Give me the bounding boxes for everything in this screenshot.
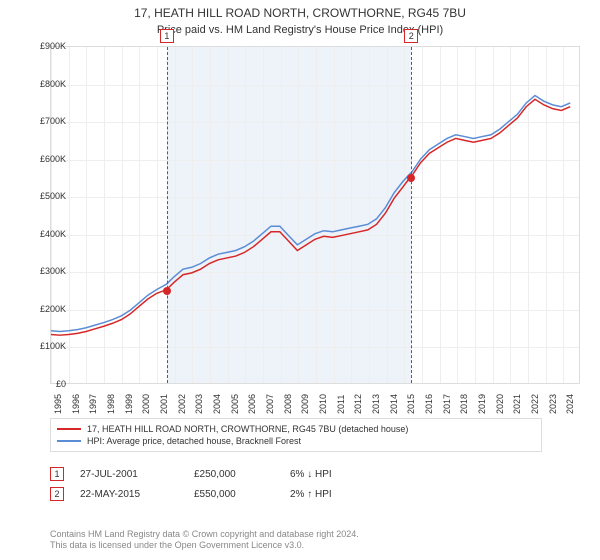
x-axis-label: 2011 bbox=[336, 395, 346, 414]
legend: 17, HEATH HILL ROAD NORTH, CROWTHORNE, R… bbox=[50, 418, 542, 452]
legend-swatch bbox=[57, 440, 81, 442]
chart-area: 12 bbox=[50, 46, 580, 384]
x-axis-label: 2019 bbox=[477, 394, 487, 414]
marker-box-2: 2 bbox=[404, 29, 418, 43]
x-axis-label: 1998 bbox=[106, 394, 116, 414]
x-axis-label: 1999 bbox=[124, 394, 134, 414]
y-axis-label: £900K bbox=[40, 41, 66, 51]
x-axis-label: 2006 bbox=[247, 394, 257, 414]
sales-table: 1 27-JUL-2001 £250,000 6% ↓ HPI 2 22-MAY-2015… bbox=[50, 464, 580, 504]
y-axis-label: £100K bbox=[40, 341, 66, 351]
sale-number-box: 1 bbox=[50, 467, 64, 481]
x-axis-label: 2021 bbox=[512, 394, 522, 414]
footer-line-1: Contains HM Land Registry data © Crown c… bbox=[50, 529, 359, 541]
y-axis-label: £800K bbox=[40, 79, 66, 89]
marker-dot-2 bbox=[407, 174, 415, 182]
sale-price: £550,000 bbox=[194, 489, 274, 500]
x-axis-label: 2005 bbox=[230, 394, 240, 414]
sale-date: 22-MAY-2015 bbox=[80, 489, 178, 500]
x-axis-label: 2010 bbox=[318, 394, 328, 414]
sale-row: 2 22-MAY-2015 £550,000 2% ↑ HPI bbox=[50, 484, 580, 504]
x-axis-label: 2018 bbox=[459, 394, 469, 414]
x-axis-label: 2016 bbox=[424, 394, 434, 414]
x-axis-label: 2009 bbox=[300, 394, 310, 414]
marker-box-1: 1 bbox=[160, 29, 174, 43]
x-axis-label: 2017 bbox=[442, 394, 452, 414]
sale-date: 27-JUL-2001 bbox=[80, 469, 178, 480]
x-axis-label: 1996 bbox=[71, 394, 81, 414]
x-axis-label: 2001 bbox=[159, 394, 169, 414]
x-axis-label: 2022 bbox=[530, 394, 540, 414]
x-axis-label: 2002 bbox=[177, 394, 187, 414]
x-axis-label: 2007 bbox=[265, 394, 275, 414]
marker-dot-1 bbox=[163, 287, 171, 295]
y-axis-label: £500K bbox=[40, 191, 66, 201]
legend-row: 17, HEATH HILL ROAD NORTH, CROWTHORNE, R… bbox=[57, 423, 535, 435]
legend-label: 17, HEATH HILL ROAD NORTH, CROWTHORNE, R… bbox=[87, 424, 408, 434]
sale-row: 1 27-JUL-2001 £250,000 6% ↓ HPI bbox=[50, 464, 580, 484]
x-axis-label: 1997 bbox=[88, 394, 98, 414]
y-axis-label: £300K bbox=[40, 266, 66, 276]
footer-text: Contains HM Land Registry data © Crown c… bbox=[50, 529, 359, 552]
marker-line-1 bbox=[167, 47, 168, 383]
sale-number-box: 2 bbox=[50, 487, 64, 501]
x-axis-label: 2020 bbox=[495, 394, 505, 414]
y-axis-label: £200K bbox=[40, 304, 66, 314]
sale-pct: 2% ↑ HPI bbox=[290, 489, 380, 500]
x-axis-label: 2008 bbox=[283, 394, 293, 414]
x-axis-label: 2012 bbox=[353, 394, 363, 414]
page-subtitle: Price paid vs. HM Land Registry's House … bbox=[0, 24, 600, 36]
page-title: 17, HEATH HILL ROAD NORTH, CROWTHORNE, R… bbox=[0, 0, 600, 22]
legend-row: HPI: Average price, detached house, Brac… bbox=[57, 435, 535, 447]
x-axis-label: 2024 bbox=[565, 394, 575, 414]
x-axis-label: 1995 bbox=[53, 394, 63, 414]
series-hpi bbox=[51, 96, 570, 332]
x-axis-label: 2004 bbox=[212, 394, 222, 414]
sale-price: £250,000 bbox=[194, 469, 274, 480]
y-axis-label: £400K bbox=[40, 229, 66, 239]
marker-line-2 bbox=[411, 47, 412, 383]
y-axis-label: £700K bbox=[40, 116, 66, 126]
sale-pct: 6% ↓ HPI bbox=[290, 469, 380, 480]
legend-label: HPI: Average price, detached house, Brac… bbox=[87, 436, 301, 446]
x-axis-label: 2003 bbox=[194, 394, 204, 414]
x-axis-label: 2014 bbox=[389, 394, 399, 414]
x-axis-label: 2023 bbox=[548, 394, 558, 414]
x-axis-label: 2013 bbox=[371, 394, 381, 414]
y-axis-label: £0 bbox=[56, 379, 66, 389]
x-axis-label: 2015 bbox=[406, 394, 416, 414]
x-axis-label: 2000 bbox=[141, 394, 151, 414]
y-axis-label: £600K bbox=[40, 154, 66, 164]
footer-line-2: This data is licensed under the Open Gov… bbox=[50, 540, 359, 552]
legend-swatch bbox=[57, 428, 81, 430]
